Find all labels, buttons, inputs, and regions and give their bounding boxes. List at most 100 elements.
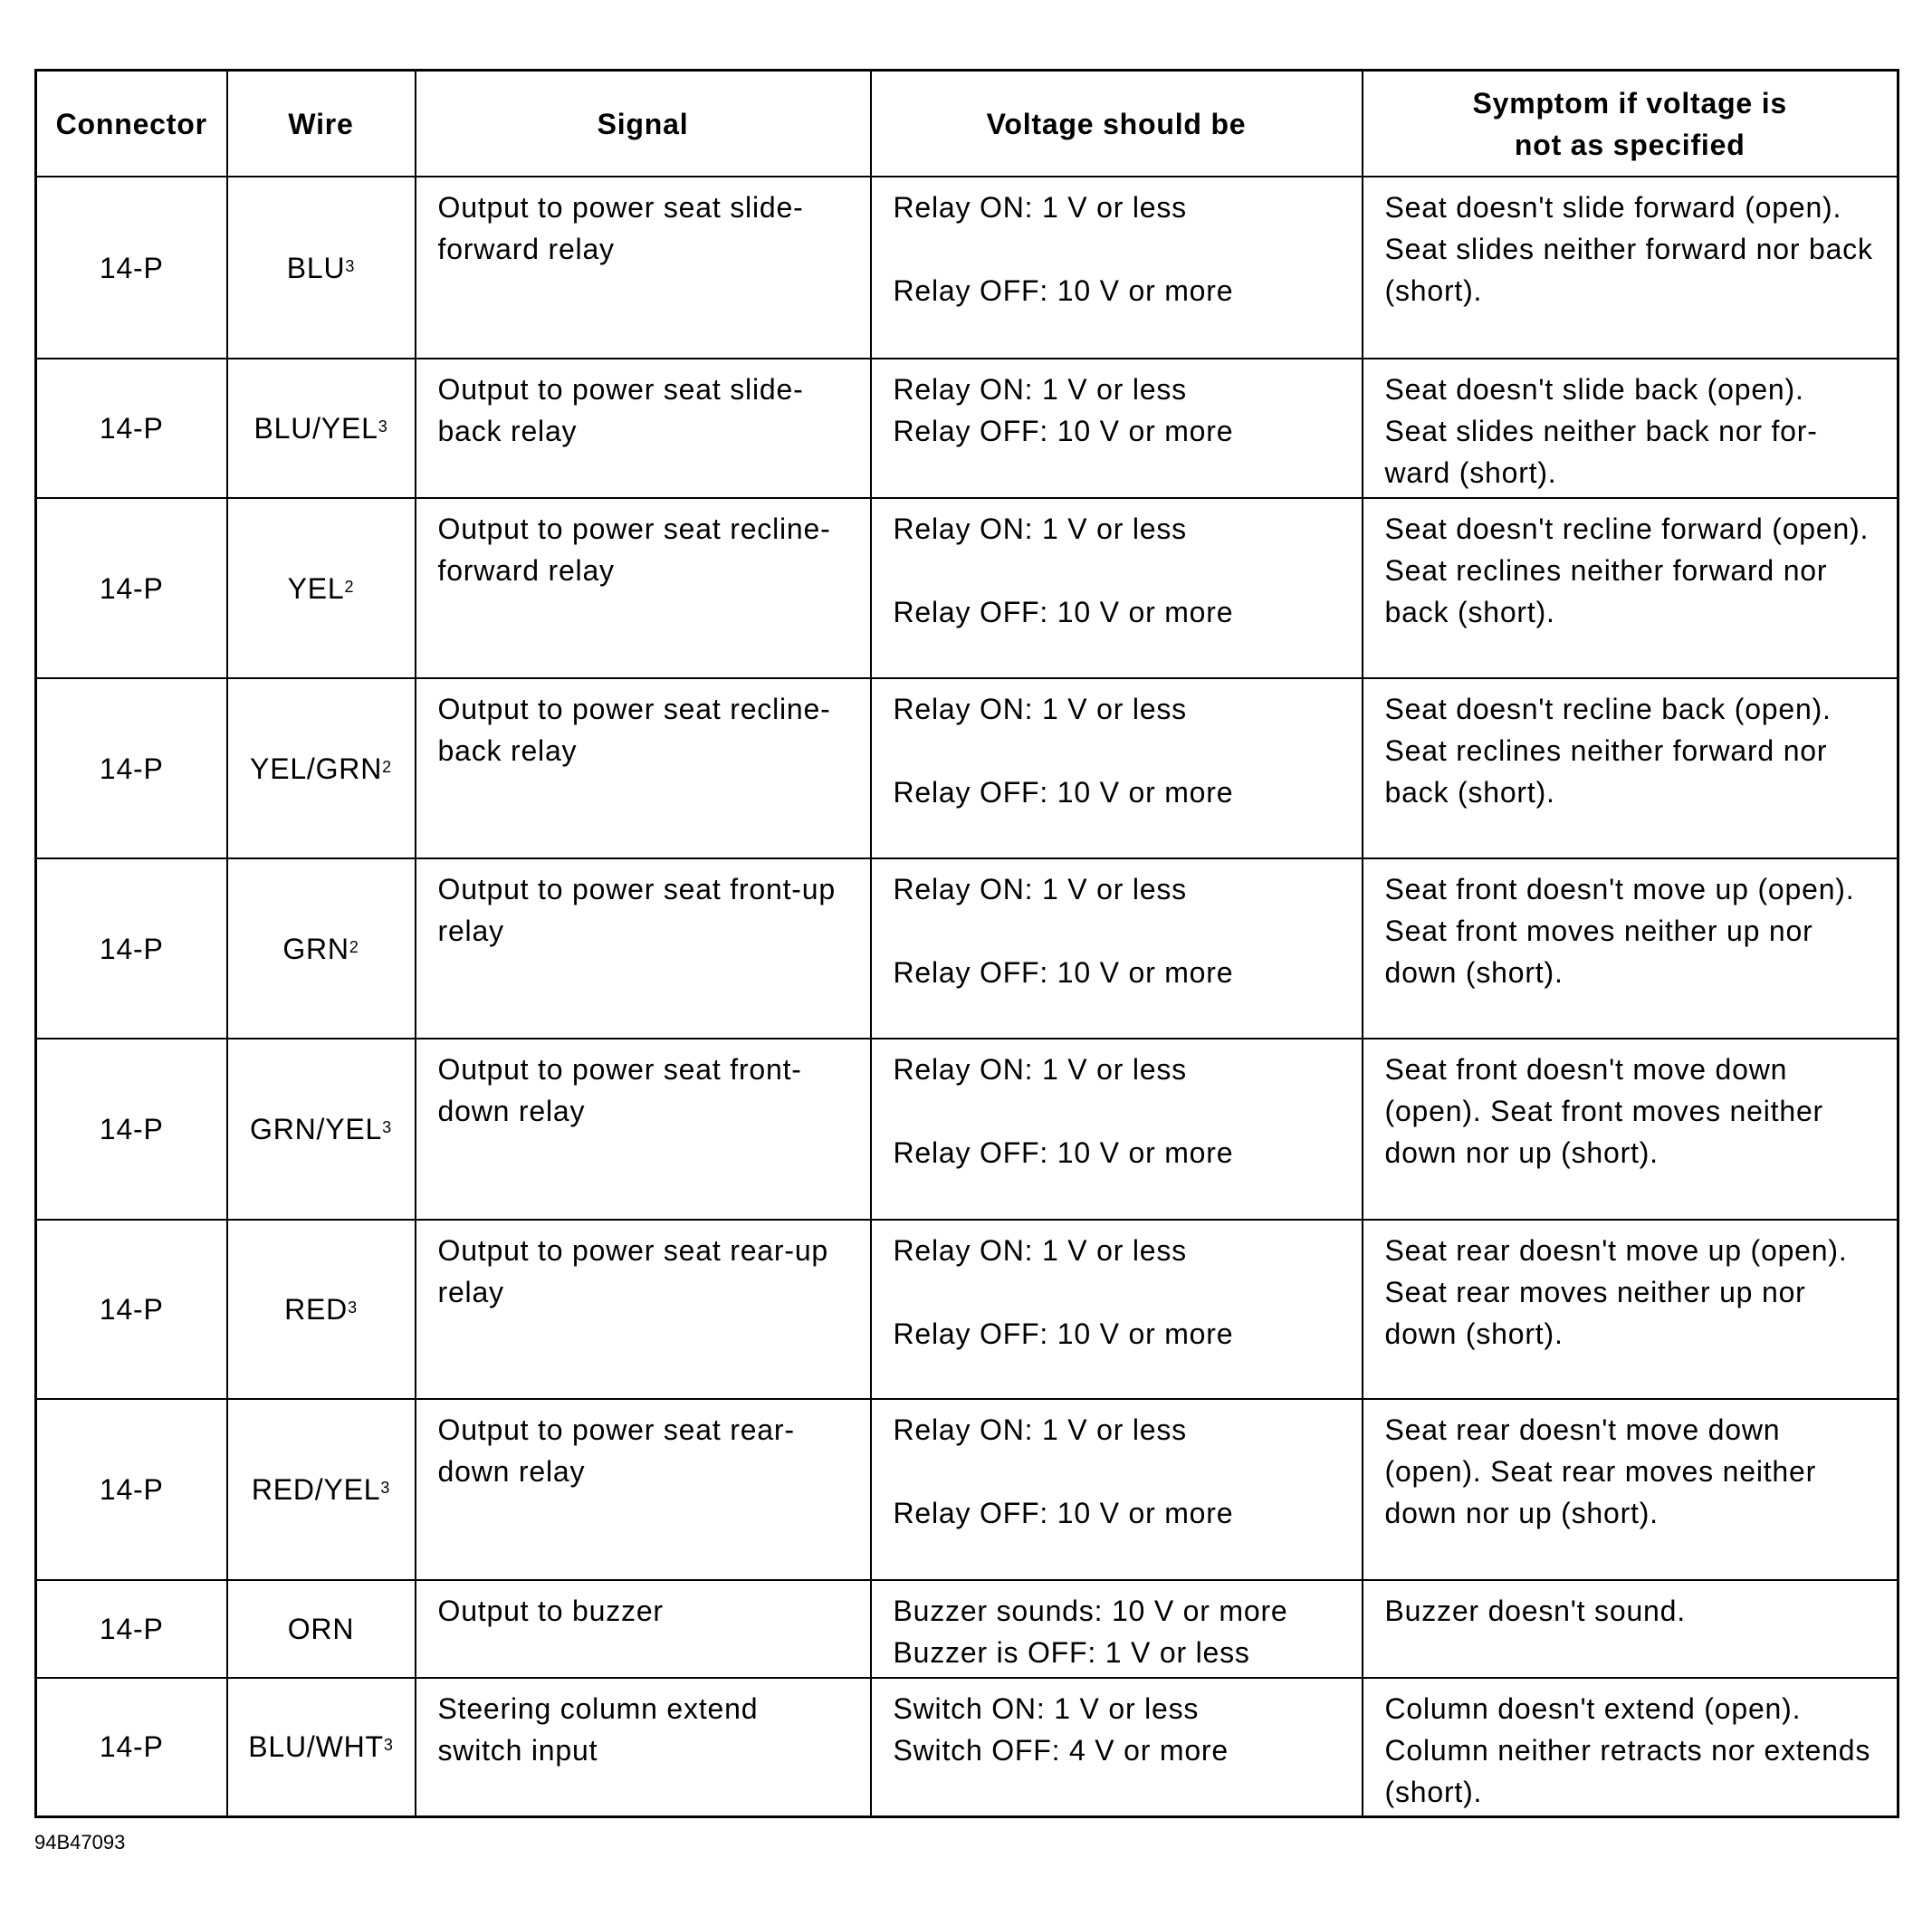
connector-cell: 14-P [34, 176, 228, 359]
signal-cell: Output to power seat rear-down relay [414, 1398, 872, 1581]
table-row: 14-P RED3 Output to power seat rear-up rel… [34, 1219, 1899, 1400]
header-signal: Signal [414, 69, 872, 177]
voltage-off: Relay OFF: 10 V or more [893, 1317, 1234, 1350]
connector-cell: 14-P [34, 497, 228, 679]
voltage-cell: Relay ON: 1 V or less Relay OFF: 10 V or … [869, 176, 1363, 359]
wire-color: BLU [286, 251, 346, 284]
voltage-off: Relay OFF: 10 V or more [893, 1136, 1234, 1169]
wire-color: YEL/GRN [250, 752, 383, 785]
wire-color: GRN [282, 932, 349, 965]
wire-cell: ORN [225, 1579, 416, 1679]
wire-cell: GRN/YEL3 [225, 1038, 416, 1221]
wire-footnote: 3 [378, 417, 388, 436]
table-row: 14-P BLU3 Output to power seat slide-forwa… [34, 176, 1899, 359]
voltage-off: Relay OFF: 10 V or more [893, 274, 1234, 307]
voltage-off: Relay OFF: 10 V or more [893, 1497, 1234, 1529]
signal-cell: Output to buzzer [414, 1579, 872, 1679]
wire-footnote: 2 [382, 757, 392, 776]
wire-cell: BLU3 [225, 176, 416, 359]
voltage-spec-table: Connector Wire Signal Voltage should be … [34, 69, 1899, 1818]
voltage-cell: Relay ON: 1 V or less Relay OFF: 10 V or … [869, 677, 1363, 859]
signal-cell: Output to power seat slide-forward relay [414, 176, 872, 359]
voltage-on: Relay ON: 1 V or less [893, 873, 1187, 905]
connector-cell: 14-P [34, 1038, 228, 1221]
voltage-on: Relay ON: 1 V or less [893, 1413, 1187, 1446]
signal-cell: Output to power seat front-down relay [414, 1038, 872, 1221]
connector-cell: 14-P [34, 1219, 228, 1400]
connector-cell: 14-P [34, 1677, 228, 1817]
voltage-cell: Relay ON: 1 V or less Relay OFF: 10 V or … [869, 1038, 1363, 1221]
wire-color: BLU/YEL [253, 412, 378, 445]
wire-footnote: 3 [382, 1118, 392, 1136]
voltage-off: Relay OFF: 10 V or more [893, 596, 1234, 628]
wire-cell: YEL2 [225, 497, 416, 679]
signal-cell: Steering column extend switch input [414, 1677, 872, 1817]
voltage-on: Buzzer sounds: 10 V or more [893, 1595, 1288, 1627]
wire-color: ORN [287, 1613, 355, 1645]
voltage-cell: Relay ON: 1 V or less Relay OFF: 10 V or … [869, 358, 1363, 499]
symptom-cell: Seat doesn't slide back (open). Seat sli… [1361, 358, 1899, 499]
symptom-cell: Column doesn't extend (open). Column nei… [1361, 1677, 1899, 1817]
wire-color: BLU/WHT [248, 1730, 384, 1764]
voltage-cell: Relay ON: 1 V or less Relay OFF: 10 V or … [869, 1219, 1363, 1400]
voltage-off: Switch OFF: 4 V or more [893, 1734, 1229, 1767]
table-row: 14-P GRN2 Output to power seat front-up re… [34, 857, 1899, 1039]
voltage-on: Relay ON: 1 V or less [893, 1234, 1187, 1267]
voltage-on: Relay ON: 1 V or less [893, 191, 1187, 224]
table-row: 14-P BLU/YEL3 Output to power seat slide-b… [34, 358, 1899, 499]
wire-footnote: 3 [380, 1479, 391, 1497]
table-row: 14-P BLU/WHT3 Steering column extend switc… [34, 1677, 1899, 1817]
connector-cell: 14-P [34, 1398, 228, 1581]
voltage-cell: Switch ON: 1 V or less Switch OFF: 4 V or… [869, 1677, 1363, 1817]
wire-color: GRN/YEL [250, 1113, 383, 1145]
symptom-cell: Seat doesn't recline forward (open). Sea… [1361, 497, 1899, 679]
table-row: 14-P YEL/GRN2 Output to power seat recline… [34, 677, 1899, 859]
wire-cell: RED3 [225, 1219, 416, 1400]
table-row: 14-P ORN Output to buzzer Buzzer sounds: 10… [34, 1579, 1899, 1679]
header-row: Connector Wire Signal Voltage should be … [34, 69, 1899, 177]
symptom-cell: Seat rear doesn't move up (open). Seat r… [1361, 1219, 1899, 1400]
wire-color: RED/YEL [251, 1473, 381, 1506]
signal-cell: Output to power seat slide-back relay [414, 358, 872, 499]
voltage-off: Relay OFF: 10 V or more [893, 415, 1234, 447]
voltage-on: Switch ON: 1 V or less [893, 1692, 1200, 1725]
wire-cell: RED/YEL3 [225, 1398, 416, 1581]
wire-cell: BLU/YEL3 [225, 358, 416, 499]
wire-footnote: 2 [349, 937, 359, 956]
connector-cell: 14-P [34, 358, 228, 499]
table-row: 14-P YEL2 Output to power seat recline-for… [34, 497, 1899, 679]
voltage-on: Relay ON: 1 V or less [893, 693, 1187, 725]
figure-code: 94B47093 [34, 1831, 126, 1854]
voltage-cell: Relay ON: 1 V or less Relay OFF: 10 V or … [869, 497, 1363, 679]
voltage-on: Relay ON: 1 V or less [893, 513, 1187, 545]
header-voltage: Voltage should be [869, 69, 1363, 177]
signal-cell: Output to power seat front-up relay [414, 857, 872, 1039]
voltage-cell: Relay ON: 1 V or less Relay OFF: 10 V or … [869, 857, 1363, 1039]
voltage-cell: Buzzer sounds: 10 V or more Buzzer is OFF… [869, 1579, 1363, 1679]
header-connector: Connector [34, 69, 228, 177]
wire-cell: YEL/GRN2 [225, 677, 416, 859]
symptom-cell: Seat doesn't recline back (open). Seat r… [1361, 677, 1899, 859]
symptom-cell: Seat front doesn't move down (open). Sea… [1361, 1038, 1899, 1221]
symptom-cell: Seat rear doesn't move down (open). Seat… [1361, 1398, 1899, 1581]
wire-cell: BLU/WHT3 [225, 1677, 416, 1817]
voltage-on: Relay ON: 1 V or less [893, 373, 1187, 406]
signal-cell: Output to power seat recline-back relay [414, 677, 872, 859]
table-row: 14-P GRN/YEL3 Output to power seat front-d… [34, 1038, 1899, 1221]
wire-footnote: 3 [345, 256, 356, 275]
voltage-off: Relay OFF: 10 V or more [893, 956, 1234, 989]
wire-cell: GRN2 [225, 857, 416, 1039]
header-symptom: Symptom if voltage is not as specified [1361, 69, 1899, 177]
voltage-off: Buzzer is OFF: 1 V or less [893, 1636, 1250, 1669]
signal-cell: Output to power seat recline-forward rel… [414, 497, 872, 679]
signal-cell: Output to power seat rear-up relay [414, 1219, 872, 1400]
wire-color: YEL [287, 571, 345, 605]
wire-footnote: 3 [348, 1298, 358, 1317]
wire-footnote: 2 [344, 577, 355, 596]
symptom-cell: Buzzer doesn't sound. [1361, 1579, 1899, 1679]
symptom-cell: Seat front doesn't move up (open). Seat … [1361, 857, 1899, 1039]
connector-cell: 14-P [34, 677, 228, 859]
voltage-on: Relay ON: 1 V or less [893, 1053, 1187, 1086]
table-row: 14-P RED/YEL3 Output to power seat rear-do… [34, 1398, 1899, 1581]
wire-color: RED [284, 1293, 349, 1326]
